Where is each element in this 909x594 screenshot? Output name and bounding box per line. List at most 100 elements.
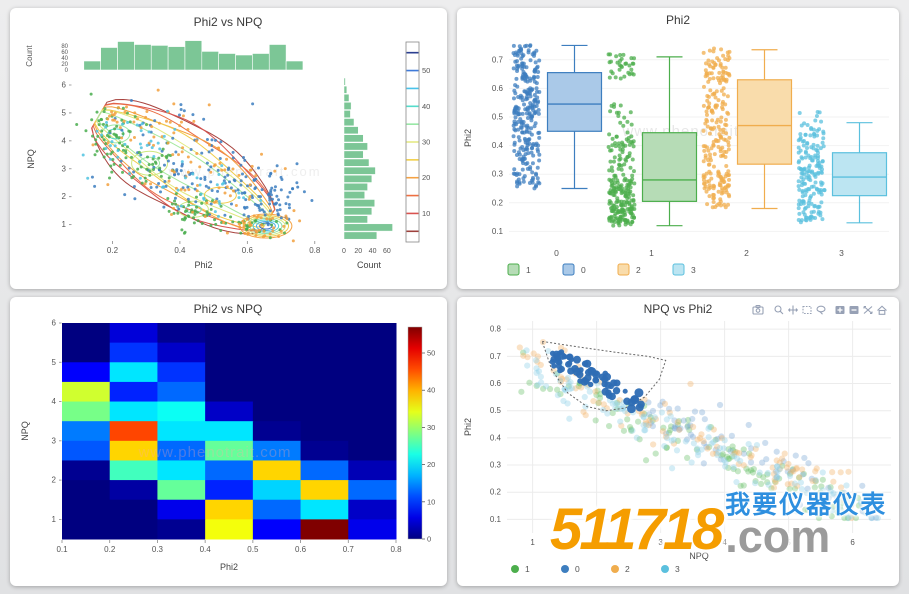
svg-text:10: 10	[422, 209, 430, 218]
svg-text:60: 60	[383, 248, 391, 255]
svg-text:30: 30	[422, 138, 430, 147]
svg-text:2: 2	[744, 248, 749, 258]
svg-text:5: 5	[62, 108, 67, 117]
svg-text:3: 3	[675, 564, 680, 574]
svg-text:0.2: 0.2	[492, 198, 504, 207]
svg-text:20: 20	[61, 62, 68, 68]
panel-boxplot: Phi2 0.1 0.2 0.3 0.4 0.5 0.6 0.7 Phi2 www.phenotr…	[457, 8, 899, 289]
svg-text:80: 80	[61, 44, 68, 50]
svg-text:0.1: 0.1	[492, 227, 504, 236]
svg-text:0.3: 0.3	[152, 545, 164, 554]
svg-text:0: 0	[575, 564, 580, 574]
svg-text:4: 4	[62, 136, 67, 145]
svg-text:50: 50	[422, 66, 430, 75]
lasso-selection-outline[interactable]	[541, 340, 667, 412]
camera-icon[interactable]	[752, 304, 764, 315]
svg-text:Phi2: Phi2	[463, 418, 473, 436]
svg-text:0.7: 0.7	[490, 352, 502, 361]
svg-text:0.6: 0.6	[242, 246, 254, 255]
svg-text:0: 0	[65, 68, 69, 74]
svg-text:Phi2: Phi2	[463, 129, 473, 147]
svg-text:0: 0	[427, 535, 431, 544]
autoscale-icon[interactable]	[863, 305, 873, 315]
svg-text:1: 1	[62, 220, 67, 229]
svg-text:5: 5	[786, 538, 791, 547]
svg-text:2: 2	[594, 538, 599, 547]
svg-text:1: 1	[649, 248, 654, 258]
svg-text:20: 20	[427, 460, 435, 469]
svg-text:0.4: 0.4	[174, 246, 186, 255]
zoom-out-icon[interactable]	[849, 306, 859, 314]
svg-text:6: 6	[850, 538, 855, 547]
svg-text:Phi2 vs NPQ: Phi2 vs NPQ	[194, 302, 263, 316]
svg-text:3: 3	[62, 164, 67, 173]
svg-text:3: 3	[658, 538, 663, 547]
svg-text:2: 2	[636, 265, 641, 275]
box-select-icon[interactable]	[802, 305, 812, 315]
panel-jointplot: Phi2 vs NPQ 0 20 40 60 80 Count 1 2 3 4 5 6 0.2 0.4 0.6…	[10, 8, 447, 289]
svg-text:3: 3	[52, 436, 57, 445]
svg-text:60: 60	[61, 50, 68, 56]
svg-text:0.3: 0.3	[492, 170, 504, 179]
svg-text:2: 2	[52, 476, 57, 485]
svg-text:0.1: 0.1	[56, 545, 68, 554]
svg-text:40: 40	[61, 56, 68, 62]
svg-text:10: 10	[427, 497, 435, 506]
reset-axes-icon[interactable]	[877, 305, 887, 315]
svg-text:NPQ: NPQ	[20, 421, 30, 441]
svg-text:www.phenotrait.com: www.phenotrait.com	[137, 444, 291, 461]
svg-text:0.2: 0.2	[107, 246, 119, 255]
svg-text:6: 6	[62, 80, 67, 89]
svg-text:1: 1	[530, 538, 535, 547]
svg-text:0.5: 0.5	[490, 406, 502, 415]
svg-text:0: 0	[554, 248, 559, 258]
svg-text:0.6: 0.6	[295, 545, 307, 554]
pan-icon[interactable]	[788, 305, 798, 315]
svg-text:30: 30	[427, 423, 435, 432]
histogram2d-heatmap-chart: Phi2 vs NPQ 0.1 0.2 0.3 0.4 0.5 0.6 0.7 0.8 1 2 3 4 5…	[20, 302, 435, 572]
svg-text:Phi2: Phi2	[194, 260, 212, 270]
svg-text:1: 1	[526, 265, 531, 275]
scatter-lasso-chart[interactable]: NPQ vs Phi2 1 2 3 4 5 6 0.1 0.2 0.3 0.4 0.5 0.6 0.7 0.…	[457, 297, 899, 586]
svg-text:Phi2: Phi2	[666, 13, 690, 27]
svg-text:5: 5	[52, 358, 57, 367]
svg-text:Phi2: Phi2	[220, 562, 238, 572]
svg-text:0.8: 0.8	[390, 545, 402, 554]
svg-text:0.2: 0.2	[490, 488, 502, 497]
svg-text:0.4: 0.4	[490, 433, 502, 442]
svg-text:4: 4	[52, 397, 57, 406]
svg-text:1: 1	[52, 515, 57, 524]
zoom-icon[interactable]	[774, 305, 784, 315]
svg-text:0: 0	[342, 248, 346, 255]
scatter-legend[interactable]: 1 0 2 3	[511, 564, 680, 574]
svg-text:50: 50	[427, 349, 435, 358]
svg-text:0.4: 0.4	[492, 141, 504, 150]
svg-text:0.5: 0.5	[492, 112, 504, 121]
svg-text:0.7: 0.7	[343, 545, 355, 554]
svg-text:Count: Count	[357, 260, 382, 270]
svg-text:3: 3	[839, 248, 844, 258]
svg-text:NPQ: NPQ	[689, 551, 709, 561]
svg-text:40: 40	[422, 102, 430, 111]
svg-text:2: 2	[625, 564, 630, 574]
zoom-in-icon[interactable]	[835, 306, 845, 314]
svg-text:6: 6	[52, 319, 57, 328]
svg-text:NPQ vs Phi2: NPQ vs Phi2	[644, 302, 713, 316]
svg-text:0.6: 0.6	[492, 84, 504, 93]
svg-text:0.8: 0.8	[309, 246, 321, 255]
svg-text:20: 20	[354, 248, 362, 255]
svg-text:1: 1	[525, 564, 530, 574]
svg-text:0.8: 0.8	[490, 325, 502, 334]
svg-text:0.7: 0.7	[492, 55, 504, 64]
svg-text:0.2: 0.2	[104, 545, 116, 554]
panel-heatmap: Phi2 vs NPQ 0.1 0.2 0.3 0.4 0.5 0.6 0.7 0.8 1 2 3 4 5…	[10, 297, 447, 586]
svg-text:0.3: 0.3	[490, 461, 502, 470]
svg-text:NPQ: NPQ	[26, 149, 36, 169]
box-legend[interactable]: 1 0 2 3	[507, 263, 696, 276]
svg-text:0: 0	[581, 265, 586, 275]
lasso-select-icon[interactable]	[816, 305, 826, 315]
svg-text:0.6: 0.6	[490, 379, 502, 388]
svg-text:Count: Count	[25, 45, 34, 67]
